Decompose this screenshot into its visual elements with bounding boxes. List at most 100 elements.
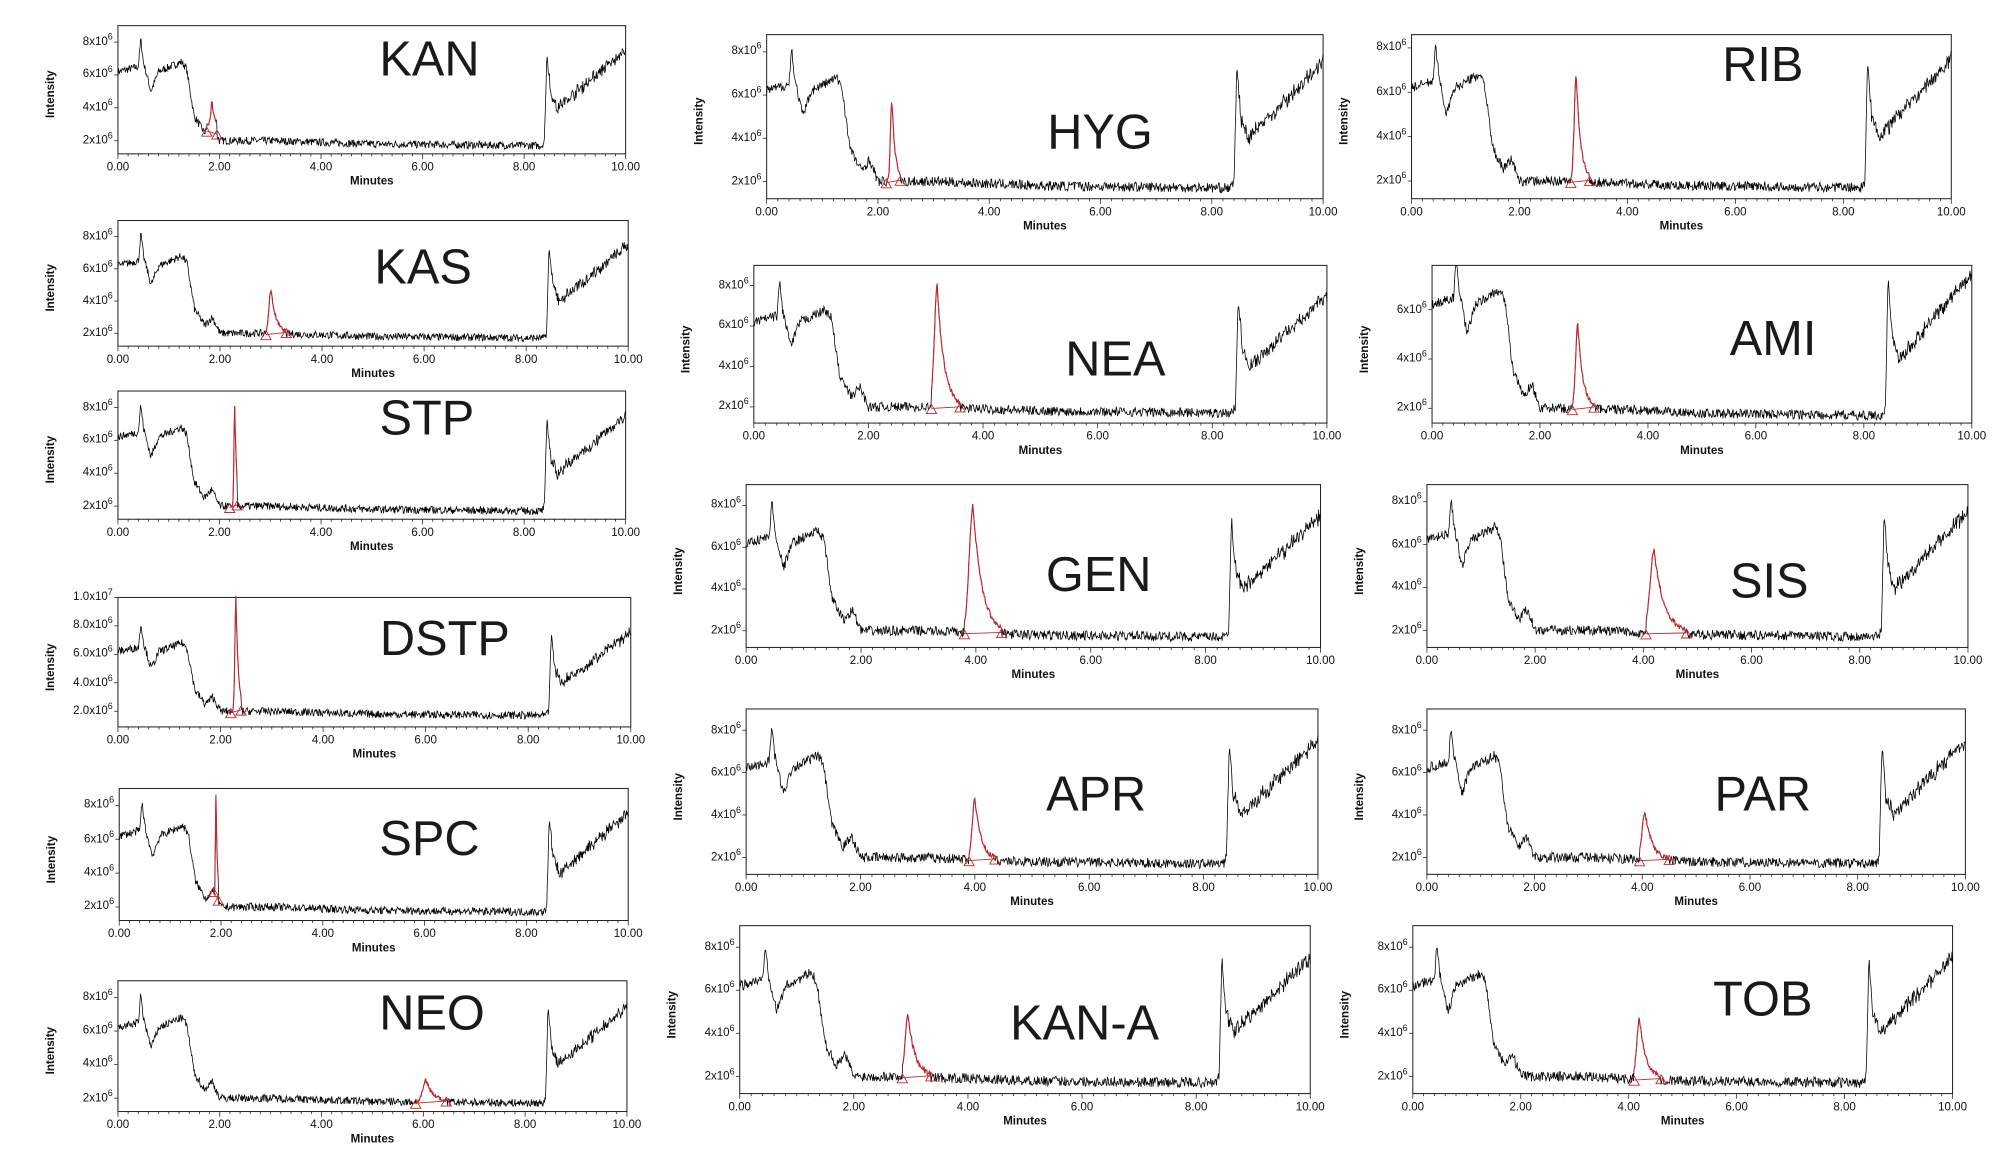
y-tick-label: 6x106 xyxy=(711,538,741,552)
integrated-peak xyxy=(415,1078,447,1104)
tick-mantissa: 6.0x10 xyxy=(73,646,108,660)
plot-area xyxy=(114,25,627,159)
tick-mantissa: 8x10 xyxy=(710,497,737,511)
integrated-peak xyxy=(963,504,1002,629)
peak-end-marker xyxy=(1583,175,1596,186)
tick-exponent: 6 xyxy=(107,98,113,108)
x-tick-label: 0.00 xyxy=(1400,205,1423,218)
tick-mantissa: 4x10 xyxy=(1391,579,1417,593)
x-tick-label: 0.00 xyxy=(106,525,130,539)
x-tick-label: 2.00 xyxy=(1523,653,1547,667)
x-tick-label: 0.00 xyxy=(1415,880,1439,894)
tick-mantissa: 2x10 xyxy=(82,1090,108,1104)
y-tick-label: 2x106 xyxy=(711,848,741,862)
y-tick-label: 6x106 xyxy=(719,317,749,331)
y-tick-label: 6x106 xyxy=(83,431,113,445)
tick-mantissa: 8x10 xyxy=(1376,40,1402,54)
tick-exponent: 6 xyxy=(1416,763,1422,773)
chromatogram-stp: 2x106 4x106 6x106 8x106 0.00 2.00 4.00 6.00 8.00… xyxy=(44,390,640,553)
x-tick-label: 10.00 xyxy=(613,926,643,940)
tick-exponent: 6 xyxy=(736,580,742,589)
y-tick-label: 4x106 xyxy=(83,99,113,113)
x-tick-label: 6.00 xyxy=(1725,1099,1748,1113)
peak-baseline xyxy=(1646,632,1687,635)
compound-label: HYG xyxy=(1047,106,1153,161)
tick-exponent: 6 xyxy=(107,227,113,237)
y-tick-label: 8x106 xyxy=(719,277,749,291)
peak-start-marker xyxy=(880,177,893,189)
tick-exponent: 6 xyxy=(743,397,749,407)
peak-end-marker xyxy=(954,402,967,413)
chromatogram-nea: 2x106 4x106 6x106 8x106 0.00 2.00 4.00 6.00 8.00… xyxy=(679,264,1341,456)
plot-area xyxy=(114,595,632,733)
tick-mantissa: 6x10 xyxy=(1391,536,1417,550)
x-tick-label: 4.00 xyxy=(309,160,333,174)
tick-mantissa: 6x10 xyxy=(710,539,737,553)
y-tick-label: 8x106 xyxy=(705,938,735,952)
x-tick-label: 4.00 xyxy=(311,733,335,747)
tick-mantissa: 6x10 xyxy=(82,1023,108,1037)
tick-mantissa: 2x10 xyxy=(710,623,737,636)
tick-mantissa: 6x10 xyxy=(1391,764,1417,778)
tick-exponent: 6 xyxy=(1416,578,1422,588)
y-tick-label: 8x106 xyxy=(83,228,113,242)
tick-exponent: 6 xyxy=(107,1089,113,1099)
x-axis-label: Minutes xyxy=(351,366,395,380)
y-tick-label: 2x106 xyxy=(719,398,749,412)
x-tick-label: 8.00 xyxy=(1852,429,1876,443)
y-tick-label: 2x106 xyxy=(711,622,741,636)
integrated-peak xyxy=(213,794,219,896)
tick-mantissa: 4x10 xyxy=(718,358,744,372)
x-tick-label: 10.00 xyxy=(612,1117,642,1131)
chromatogram-gen: 2x106 4x106 6x106 8x106 0.00 2.00 4.00 6.00 8.00… xyxy=(672,484,1335,681)
plot-frame xyxy=(1411,34,1952,200)
peak-baseline xyxy=(229,504,238,508)
y-tick-label: 2x106 xyxy=(1392,848,1422,862)
tick-mantissa: 6x10 xyxy=(718,318,744,332)
y-tick-label: 2x106 xyxy=(1378,1067,1408,1081)
y-tick-label: 6x106 xyxy=(1392,536,1422,550)
tick-exponent: 7 xyxy=(107,588,113,598)
x-tick-label: 10.00 xyxy=(1312,429,1342,443)
plot-area xyxy=(1407,34,1952,204)
y-tick-label: 4x106 xyxy=(1378,1024,1408,1038)
plot-area xyxy=(762,34,1324,204)
trace-line xyxy=(745,728,1319,870)
x-axis-label: Minutes xyxy=(1674,894,1718,908)
tick-exponent: 6 xyxy=(1402,938,1408,948)
peak-start-marker xyxy=(223,502,236,513)
y-axis-label: Intensity xyxy=(671,772,685,820)
peak-end-marker xyxy=(1655,1073,1668,1085)
y-tick-label: 2x106 xyxy=(83,1089,113,1103)
plot-frame xyxy=(745,708,1319,875)
x-tick-label: 10.00 xyxy=(611,525,641,539)
peak-start-marker xyxy=(207,886,220,897)
plot-frame xyxy=(117,390,627,520)
peak-start-marker xyxy=(260,329,272,341)
integrated-peak xyxy=(230,595,242,714)
trace-line xyxy=(1431,264,1972,421)
x-tick-label: 4.00 xyxy=(963,880,987,894)
x-tick-label: 6.00 xyxy=(411,160,434,174)
x-tick-label: 2.00 xyxy=(208,1117,231,1131)
y-axis-label: Intensity xyxy=(1352,546,1366,595)
x-tick-label: 4.00 xyxy=(310,1117,333,1131)
x-axis-label: Minutes xyxy=(1660,1114,1705,1127)
tick-mantissa: 2x10 xyxy=(1396,400,1422,414)
compound-label: RIB xyxy=(1722,38,1804,93)
compound-label: KAN-A xyxy=(1010,997,1160,1052)
y-tick-label: 2x106 xyxy=(1376,172,1406,186)
y-axis-label: Intensity xyxy=(43,435,57,484)
tick-mantissa: 2x10 xyxy=(1376,173,1402,187)
peak-end-marker xyxy=(235,705,247,716)
x-tick-label: 0.00 xyxy=(1420,429,1444,443)
plot-frame xyxy=(753,264,1328,424)
tick-mantissa: 6x10 xyxy=(710,764,737,778)
x-axis-label: Minutes xyxy=(1018,443,1063,457)
x-tick-label: 10.00 xyxy=(1936,205,1966,218)
plot-area xyxy=(1423,484,1969,653)
y-tick-label: 4x106 xyxy=(84,864,114,878)
tick-exponent: 6 xyxy=(736,496,742,506)
tick-mantissa: 4x10 xyxy=(710,807,737,821)
